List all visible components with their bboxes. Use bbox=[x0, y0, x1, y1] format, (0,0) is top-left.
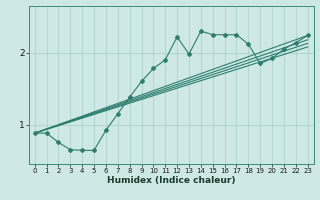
X-axis label: Humidex (Indice chaleur): Humidex (Indice chaleur) bbox=[107, 176, 236, 185]
